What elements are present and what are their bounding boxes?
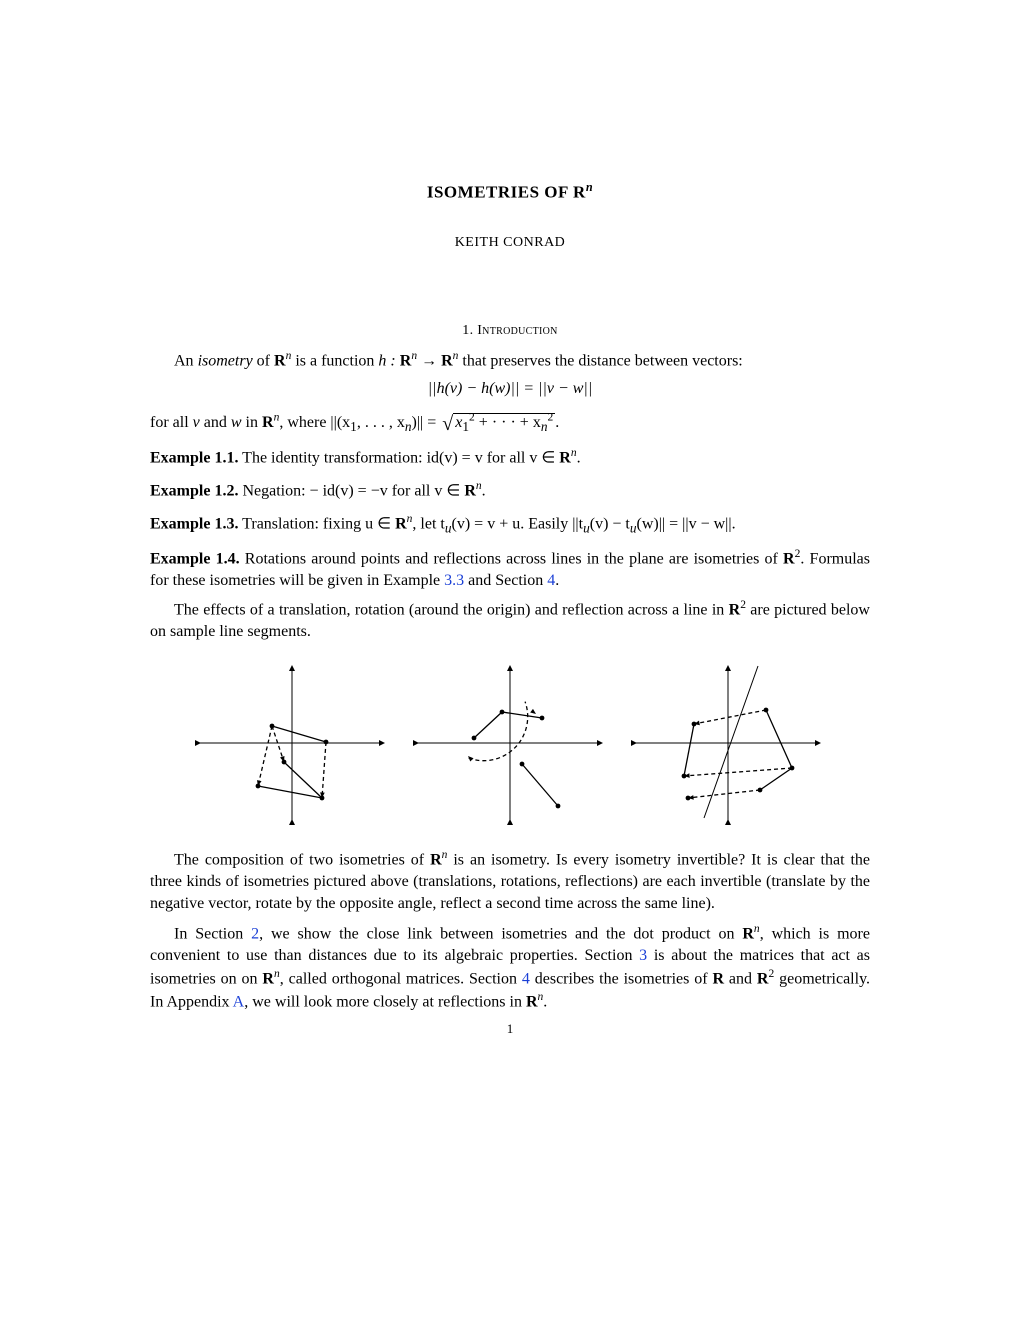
text: , we will look more closely at reflectio… (244, 993, 526, 1010)
ref-link[interactable]: 4 (522, 970, 530, 987)
author: KEITH CONRAD (150, 235, 870, 251)
text: , let t (412, 515, 444, 532)
text: The effects of a translation, rotation (… (174, 601, 729, 618)
arrow: → (417, 352, 441, 369)
R: R (712, 970, 724, 987)
R: R (395, 515, 407, 532)
example-label: Example 1.3. (150, 515, 238, 532)
text: An (174, 352, 198, 369)
R: R (757, 970, 769, 987)
sub: 1 (350, 419, 357, 434)
example-label: Example 1.4. (150, 550, 240, 567)
sub: u (583, 520, 590, 535)
ref-link[interactable]: 3.3 (444, 572, 464, 589)
R: R (400, 352, 412, 369)
figure-translation (192, 658, 392, 828)
radicand: x12 + · · · + xn2 (453, 413, 555, 431)
text: )|| = (412, 414, 441, 431)
R: R (526, 993, 538, 1010)
sqrt: √x12 + · · · + xn2 (440, 408, 555, 436)
R: R (559, 449, 571, 466)
example-1-2: Example 1.2. Negation: − id(v) = −v for … (150, 479, 870, 502)
w: w (231, 414, 242, 431)
R: R (262, 970, 274, 987)
R: R (441, 352, 453, 369)
text: and (724, 970, 757, 987)
title-text: ISOMETRIES OF R (427, 183, 586, 202)
text: In Section (174, 926, 251, 943)
example-1-3: Example 1.3. Translation: fixing u ∈ Rn,… (150, 512, 870, 538)
text: for all (150, 414, 193, 431)
text: Negation: − id(v) = −v for all v ∈ (238, 482, 464, 499)
text: . (482, 482, 486, 499)
sub: u (445, 520, 452, 535)
section-name: Introduction (477, 323, 557, 338)
intro-paragraph: An isometry of Rn is a function h : Rn →… (150, 349, 870, 372)
text: , we show the close link between isometr… (259, 926, 742, 943)
page-number: 1 (150, 1021, 870, 1037)
text: Rotations around points and reflections … (240, 550, 783, 567)
R: R (274, 352, 286, 369)
text: (w)|| = ||v − w||. (637, 515, 736, 532)
R: R (742, 926, 754, 943)
text: describes the isometries of (530, 970, 713, 987)
ref-link[interactable]: A (233, 993, 245, 1010)
text: of (253, 352, 274, 369)
ref-link[interactable]: 3 (639, 947, 647, 964)
sup: 2 (548, 411, 554, 423)
ref-link[interactable]: 2 (251, 926, 259, 943)
figure-rotation (410, 658, 610, 828)
example-1-1: Example 1.1. The identity transformation… (150, 446, 870, 469)
text: , where ||(x (279, 414, 350, 431)
text: , . . . , x (357, 414, 405, 431)
outline-paragraph: In Section 2, we show the close link bet… (150, 922, 870, 1012)
sqrt-sign: √ (442, 413, 453, 435)
text: . (543, 993, 547, 1010)
term-isometry: isometry (198, 352, 253, 369)
R: R (729, 601, 741, 618)
text: . (577, 449, 581, 466)
forall-line: for all v and w in Rn , where ||(x1, . . … (150, 408, 870, 436)
tail-paragraph: The composition of two isometries of Rn … (150, 848, 870, 914)
text: (v) − t (590, 515, 630, 532)
text: is a function (291, 352, 378, 369)
paper-title: ISOMETRIES OF Rn (150, 180, 870, 203)
text: and (200, 414, 231, 431)
mid-paragraph: The effects of a translation, rotation (… (150, 598, 870, 643)
example-1-4: Example 1.4. Rotations around points and… (150, 547, 870, 592)
example-label: Example 1.1. (150, 449, 238, 466)
R: R (262, 414, 274, 431)
text: Translation: fixing u ∈ (238, 515, 395, 532)
R: R (464, 482, 476, 499)
text: The composition of two isometries of (174, 851, 430, 868)
R: R (783, 550, 795, 567)
text: , called orthogonal matrices. Section (280, 970, 522, 987)
sub: u (630, 520, 637, 535)
text: in (242, 414, 262, 431)
sub: n (405, 419, 412, 434)
figure-reflection (628, 658, 828, 828)
section-number: 1. (462, 323, 473, 338)
text: + · · · + x (475, 414, 541, 431)
v: v (193, 414, 200, 431)
section-heading: 1. Introduction (150, 323, 870, 339)
text: . (555, 572, 559, 589)
display-equation: ||h(v) − h(w)|| = ||v − w|| (150, 380, 870, 398)
map: h : (378, 352, 399, 369)
text: and Section (464, 572, 547, 589)
title-exp: n (586, 180, 593, 194)
example-label: Example 1.2. (150, 482, 238, 499)
text: that preserves the distance between vect… (458, 352, 742, 369)
sub: n (541, 419, 548, 434)
text: (v) = v + u. Easily ||t (452, 515, 584, 532)
page: ISOMETRIES OF Rn KEITH CONRAD 1. Introdu… (150, 0, 870, 1077)
text: . (555, 414, 559, 431)
R: R (430, 851, 442, 868)
text: The identity transformation: id(v) = v f… (238, 449, 559, 466)
figures-row (150, 658, 870, 828)
